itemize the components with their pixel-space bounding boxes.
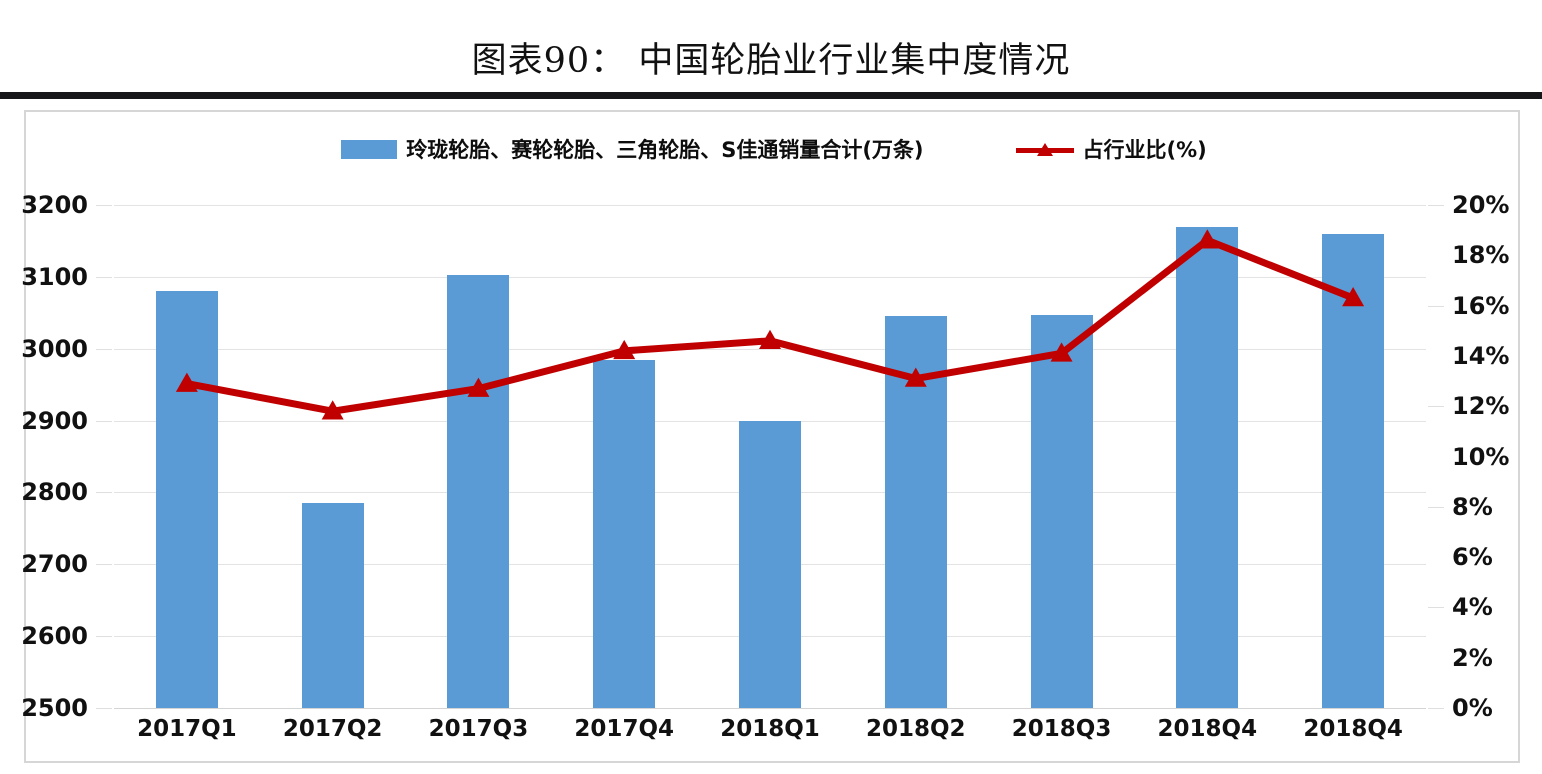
bar [884, 316, 947, 708]
legend-label-line-series: 占行业比(%) [1082, 138, 1207, 162]
bar [1030, 314, 1093, 708]
legend-item-line-series: 占行业比(%) [1015, 134, 1207, 164]
left-axis-tick-label: 2600 [21, 622, 88, 651]
bar-slot [697, 205, 843, 708]
bar [1176, 226, 1239, 708]
x-axis-tick-label: 2017Q3 [428, 716, 529, 742]
bar-slot [989, 205, 1135, 708]
bar-slot [843, 205, 989, 708]
right-axis-tick [1428, 607, 1444, 609]
bar [738, 420, 801, 708]
legend-label-bar-series: 玲珑轮胎、赛轮轮胎、三角轮胎、S佳通销量合计(万条) [406, 138, 924, 162]
gridline [114, 708, 1426, 709]
bar-series [114, 205, 1426, 708]
chart-container: 玲珑轮胎、赛轮轮胎、三角轮胎、S佳通销量合计(万条) 占行业比(%) 3200 3… [21, 110, 1522, 763]
right-axis-tick-label: 18% [1452, 241, 1510, 270]
right-axis-tick-label: 20% [1452, 191, 1510, 219]
x-axis-tick-label: 2017Q1 [137, 716, 237, 742]
right-axis-tick-label: 16% [1452, 291, 1510, 320]
right-axis-tick-label: 12% [1452, 392, 1510, 421]
chart-legend: 玲珑轮胎、赛轮轮胎、三角轮胎、S佳通销量合计(万条) 占行业比(%) [26, 134, 1522, 164]
right-axis-tick-label: 10% [1452, 442, 1510, 471]
right-axis-tick-label: 2% [1452, 643, 1493, 672]
bar-slot [1280, 205, 1426, 708]
bar-slot [114, 205, 260, 708]
x-axis-tick-label: 2018Q4 [1303, 716, 1403, 742]
bar-slot [406, 205, 552, 708]
title-divider [0, 92, 1542, 99]
bar [447, 275, 510, 708]
right-axis-tick-label: 14% [1452, 341, 1510, 370]
left-axis-tick [96, 564, 112, 566]
left-axis-tick [96, 348, 112, 350]
x-axis-tick-label: 2018Q2 [865, 716, 966, 742]
page-title: 图表90： 中国轮胎业行业集中度情况 [471, 41, 1071, 81]
bar [1322, 233, 1385, 708]
bar-swatch-icon [341, 139, 398, 159]
left-axis-tick [96, 708, 112, 709]
x-axis-tick-label: 2018Q4 [1157, 716, 1258, 742]
left-axis-tick-label: 3000 [21, 334, 88, 363]
bar [155, 291, 218, 708]
bar [593, 359, 656, 708]
line-marker-swatch-icon [1015, 140, 1074, 159]
right-axis-tick [1428, 305, 1444, 307]
x-axis-tick-label: 2017Q2 [282, 716, 383, 742]
right-axis-tick [1428, 708, 1444, 709]
left-axis-tick-label: 2900 [21, 406, 88, 435]
right-axis-tick-label: 4% [1452, 593, 1493, 622]
x-axis-tick-label: 2018Q1 [720, 716, 820, 742]
right-axis-tick-label: 6% [1452, 543, 1493, 572]
bar-slot [1134, 205, 1280, 708]
right-axis-tick [1428, 406, 1444, 408]
bar-slot [260, 205, 406, 708]
x-axis-tick-label: 2018Q3 [1011, 716, 1112, 742]
left-axis-tick-label: 3100 [21, 262, 88, 291]
right-axis-tick-label: 0% [1452, 694, 1493, 722]
left-axis-tick [96, 276, 112, 278]
left-axis-tick-label: 2800 [21, 478, 88, 507]
left-axis-tick-label: 2700 [21, 550, 88, 579]
left-axis-tick [96, 636, 112, 638]
x-axis-tick-label: 2017Q4 [574, 716, 675, 742]
right-axis-tick [1428, 205, 1444, 206]
bar [301, 503, 364, 708]
right-axis-tick-label: 8% [1452, 492, 1493, 521]
left-axis-tick-label: 2500 [21, 694, 88, 722]
title-area: 图表90： 中国轮胎业行业集中度情况 [0, 0, 1542, 99]
left-axis-tick [96, 205, 112, 206]
left-axis-tick [96, 492, 112, 494]
gridline [114, 205, 1426, 206]
bar-slot [551, 205, 697, 708]
x-axis-labels: 2017Q1 2017Q2 2017Q3 2017Q4 2018Q1 2018Q2 2018… [114, 716, 1426, 756]
legend-item-bar-series: 玲珑轮胎、赛轮轮胎、三角轮胎、S佳通销量合计(万条) [341, 134, 924, 164]
plot-area: 3200 3100 3000 2900 2800 2700 2600 2500 20% 18% 1… [21, 193, 1509, 720]
left-axis-tick [96, 420, 112, 422]
right-axis-tick [1428, 506, 1444, 508]
left-axis-tick-label: 3200 [21, 191, 88, 219]
